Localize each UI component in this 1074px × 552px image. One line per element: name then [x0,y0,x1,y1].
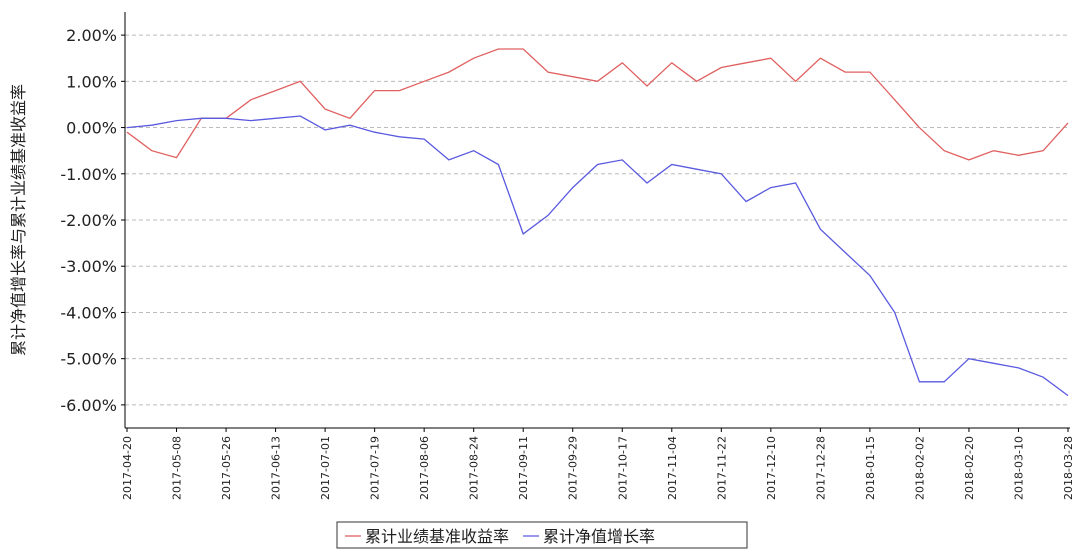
x-tick-label: 2017-08-06 [418,436,431,500]
y-tick-label: 2.00% [66,26,117,45]
x-tick-label: 2017-09-29 [567,436,580,500]
y-tick-label: 0.00% [66,119,117,138]
x-tick-label: 2017-09-11 [517,436,530,500]
y-tick-label: -6.00% [60,396,117,415]
x-tick-label: 2017-05-26 [220,436,233,500]
x-tick-label: 2017-11-22 [715,436,728,500]
x-tick-label: 2017-07-01 [319,436,332,500]
legend-box [336,521,748,549]
y-tick-label: -1.00% [60,165,117,184]
series-line [126,115,1069,397]
series-line [126,48,1069,161]
y-tick-label: -3.00% [60,257,117,276]
x-tick-label: 2018-02-02 [913,436,926,500]
x-tick-label: 2017-12-28 [814,436,827,500]
x-tick-label: 2018-03-28 [1062,436,1074,500]
legend-label: 累计净值增长率 [543,527,655,546]
x-tick-label: 2017-07-19 [369,436,382,500]
x-tick-label: 2018-02-20 [963,436,976,500]
x-tick-label: 2017-12-10 [765,436,778,500]
x-tick-label: 2017-11-04 [666,436,679,500]
x-tick-label: 2017-08-24 [468,436,481,500]
y-tick-label: -2.00% [60,211,117,230]
legend: 累计业绩基准收益率 累计净值增长率 [336,521,748,549]
y-tick-label: 1.00% [66,72,117,91]
x-tick-label: 2018-01-15 [864,436,877,500]
x-tick-label: 2017-10-17 [616,436,629,500]
y-tick-label: -5.00% [60,350,117,369]
x-tick-label: 2017-04-20 [121,436,134,500]
y-tick-label: -4.00% [60,303,117,322]
y-axis-label: 累计净值增长率与累计业绩基准收益率 [9,84,28,356]
x-tick-label: 2017-06-13 [270,436,283,500]
x-tick-label: 2017-05-08 [171,436,184,500]
x-tick-label: 2018-03-10 [1012,436,1025,500]
legend-label: 累计业绩基准收益率 [365,527,509,546]
